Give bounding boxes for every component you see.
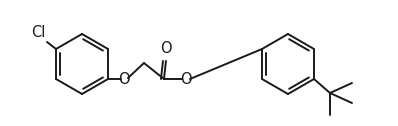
Text: O: O — [118, 71, 130, 87]
Text: O: O — [180, 71, 192, 87]
Text: O: O — [160, 41, 172, 56]
Text: Cl: Cl — [31, 25, 45, 40]
